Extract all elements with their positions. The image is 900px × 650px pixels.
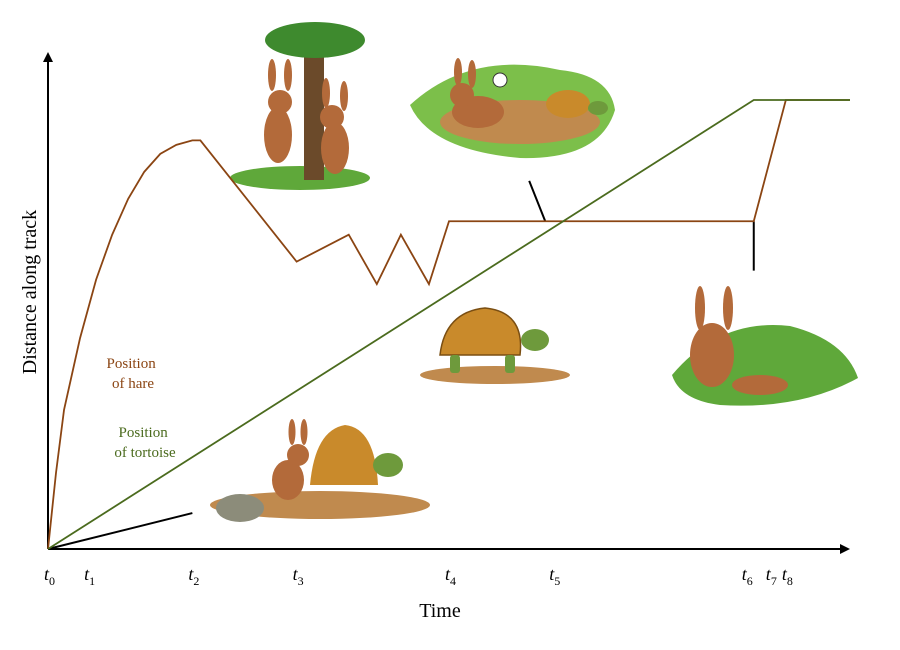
start-callout-line: [47, 512, 193, 550]
tick-subscript: 2: [193, 574, 199, 588]
x-tick-label: t1: [84, 564, 95, 588]
tick-base: t: [188, 564, 194, 584]
tick-base: t: [766, 564, 772, 584]
sleep-callout-line: [528, 180, 547, 222]
x-tick-label: t3: [293, 564, 304, 588]
hare-series-label: Position of hare: [107, 356, 160, 392]
series-layer: [47, 99, 850, 550]
illustration-hares-behind-tree: [230, 22, 370, 190]
tick-subscript: 7: [771, 574, 777, 588]
tick-base: t: [445, 564, 451, 584]
x-tick-labels: t0 t1 t2 t3 t4 t5 t6 t7 t8: [44, 564, 793, 588]
tortoise-series-label: Position of tortoise: [114, 425, 176, 461]
callout-lines: [47, 180, 755, 550]
x-tick-label: t0: [44, 564, 55, 588]
x-tick-label: t7: [766, 564, 777, 588]
tick-subscript: 8: [787, 574, 793, 588]
x-axis-label: Time: [419, 600, 461, 622]
x-tick-label: t2: [188, 564, 199, 588]
x-tick-label: t6: [742, 564, 753, 588]
tick-base: t: [293, 564, 299, 584]
illustration-hare-waking: [672, 286, 858, 406]
tick-subscript: 3: [298, 574, 304, 588]
hare-position-line: [47, 99, 850, 550]
x-tick-label: t5: [549, 564, 560, 588]
tick-base: t: [742, 564, 748, 584]
tick-base: t: [44, 564, 50, 584]
tick-subscript: 5: [554, 574, 560, 588]
tick-base: t: [549, 564, 555, 584]
tick-subscript: 1: [89, 574, 95, 588]
x-tick-label: t8: [782, 564, 793, 588]
tick-base: t: [782, 564, 788, 584]
tick-subscript: 6: [747, 574, 753, 588]
illustration-start-line: [210, 419, 430, 522]
tick-base: t: [84, 564, 90, 584]
illustration-hare-sleeping: [410, 58, 615, 159]
tick-subscript: 0: [49, 574, 55, 588]
x-tick-label: t4: [445, 564, 456, 588]
tick-subscript: 4: [450, 574, 456, 588]
y-axis-label: Distance along track: [19, 210, 41, 374]
illustration-tortoise-walking: [420, 307, 570, 384]
tortoise-position-line: [47, 99, 850, 550]
